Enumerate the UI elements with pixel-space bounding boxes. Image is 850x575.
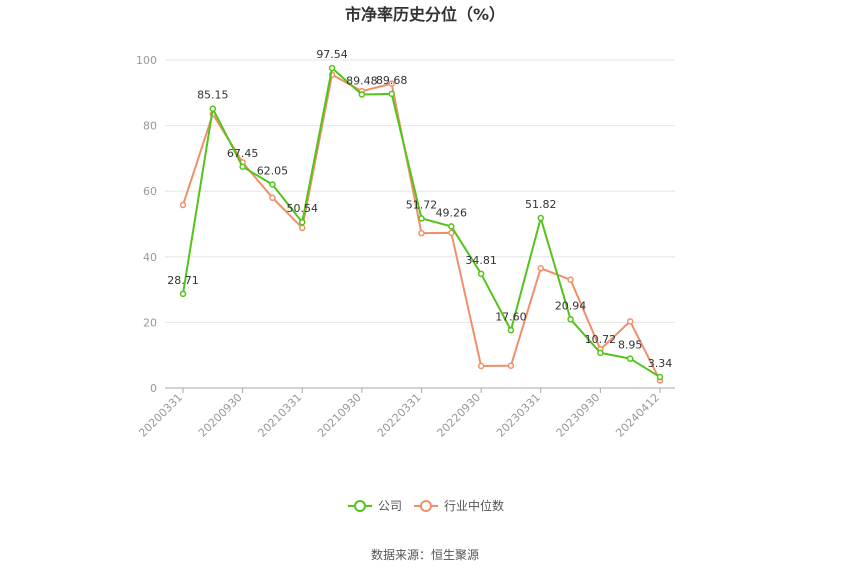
data-label: 51.72 bbox=[406, 198, 438, 211]
x-tick-label: 20220930 bbox=[434, 391, 483, 440]
x-tick-label: 20210331 bbox=[256, 391, 305, 440]
series-company-point[interactable] bbox=[507, 327, 515, 334]
series-industry-median-point[interactable] bbox=[269, 194, 276, 202]
legend-industry-marker-icon bbox=[420, 500, 432, 512]
series-industry-median bbox=[179, 71, 664, 384]
y-tick-label: 100 bbox=[136, 54, 157, 67]
series-company-point[interactable] bbox=[448, 223, 455, 230]
data-label: 34.81 bbox=[465, 254, 497, 267]
data-label: 62.05 bbox=[257, 164, 289, 177]
y-tick-label: 0 bbox=[150, 382, 157, 395]
data-label: 67.45 bbox=[227, 147, 259, 160]
series-industry-median-point[interactable] bbox=[537, 265, 544, 272]
x-tick-label: 20240412 bbox=[613, 391, 662, 440]
data-label: 20.94 bbox=[555, 299, 587, 312]
data-label: 89.48 bbox=[346, 75, 378, 88]
series-company-point[interactable] bbox=[477, 270, 485, 278]
x-tick-label: 20220331 bbox=[375, 391, 424, 440]
grid-lines bbox=[165, 59, 675, 323]
data-source: 数据来源：恒生聚源 bbox=[371, 547, 479, 562]
series-company-point[interactable] bbox=[567, 316, 574, 323]
series-company-point[interactable] bbox=[239, 163, 246, 171]
x-tick-label: 20200930 bbox=[196, 391, 245, 440]
series-industry-median-point[interactable] bbox=[626, 318, 634, 325]
series-company-point[interactable] bbox=[656, 373, 664, 381]
data-labels: 28.71 85.15 67.45 62.05 50.54 97.54 89.4889.68… bbox=[167, 48, 672, 370]
legend-item-company[interactable]: 公司 bbox=[348, 499, 402, 513]
x-tick-label: 20230331 bbox=[494, 391, 543, 440]
data-label: 85.15 bbox=[197, 89, 229, 102]
legend-industry-label: 行业中位数 bbox=[444, 498, 504, 513]
y-tick-label: 20 bbox=[143, 316, 157, 329]
series-industry-median-point[interactable] bbox=[418, 229, 425, 237]
series-company-point[interactable] bbox=[537, 214, 544, 222]
data-label: 3.34 bbox=[648, 357, 673, 370]
legend-company-label: 公司 bbox=[378, 499, 402, 513]
series-company-point[interactable] bbox=[388, 90, 395, 98]
y-tick-label: 40 bbox=[143, 251, 157, 264]
legend-company-marker-icon bbox=[354, 500, 366, 512]
x-tick-label: 20200331 bbox=[136, 391, 185, 440]
series-company bbox=[179, 64, 664, 381]
data-label: 89.68 bbox=[376, 74, 408, 87]
data-label: 49.26 bbox=[436, 206, 468, 219]
series-company-point[interactable] bbox=[328, 64, 336, 72]
series-industry-median-point[interactable] bbox=[299, 224, 306, 232]
data-label: 28.71 bbox=[167, 274, 199, 287]
x-axis: 20200331 20200930 20210331 20210930 20220331… bbox=[136, 387, 675, 440]
legend-item-industry-median[interactable]: 行业中位数 bbox=[414, 498, 504, 513]
series-layer bbox=[179, 64, 664, 384]
series-industry-median-point[interactable] bbox=[477, 362, 485, 370]
series-industry-median-point[interactable] bbox=[179, 201, 187, 209]
series-company-point[interactable] bbox=[418, 215, 425, 222]
series-company-point[interactable] bbox=[209, 105, 217, 112]
data-label: 50.54 bbox=[287, 202, 319, 215]
series-company-point[interactable] bbox=[626, 355, 634, 362]
x-tick-label: 20230930 bbox=[554, 391, 603, 440]
legend[interactable]: 公司 行业中位数 bbox=[348, 498, 504, 513]
y-tick-label: 80 bbox=[143, 120, 157, 133]
x-tick-label: 20210930 bbox=[315, 391, 364, 440]
series-company-line bbox=[182, 67, 661, 378]
series-industry-median-point[interactable] bbox=[388, 80, 395, 87]
y-axis-ticks: 0 20 40 60 80 100 bbox=[136, 54, 157, 395]
series-industry-median-point[interactable] bbox=[507, 362, 515, 369]
series-company-point[interactable] bbox=[299, 218, 306, 226]
data-label: 17.60 bbox=[495, 310, 527, 323]
y-tick-label: 60 bbox=[143, 185, 157, 198]
series-company-point[interactable] bbox=[269, 181, 276, 188]
series-industry-median-point[interactable] bbox=[448, 229, 455, 237]
data-label: 8.95 bbox=[618, 339, 643, 352]
chart-title: 市净率历史分位（%） bbox=[345, 5, 505, 24]
series-company-point[interactable] bbox=[358, 91, 366, 98]
data-label: 10.72 bbox=[585, 333, 617, 346]
series-company-point[interactable] bbox=[179, 290, 187, 298]
series-industry-median-point[interactable] bbox=[567, 276, 574, 284]
data-label: 51.82 bbox=[525, 198, 557, 211]
series-company-point[interactable] bbox=[597, 349, 604, 357]
data-label: 97.54 bbox=[316, 48, 348, 61]
